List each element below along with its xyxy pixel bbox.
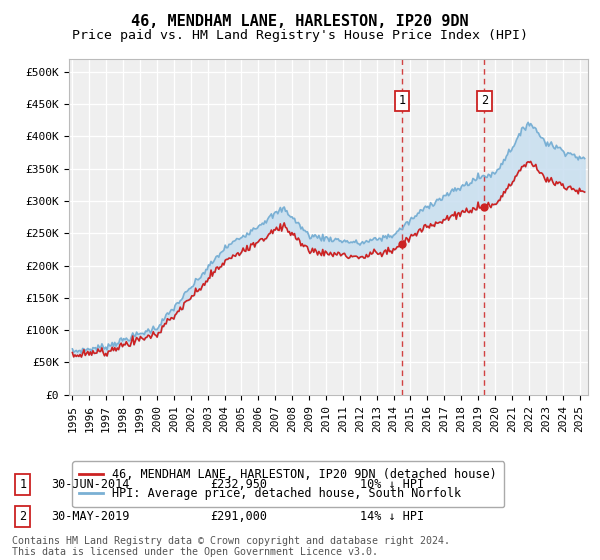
Text: 2: 2: [481, 94, 488, 108]
Text: Contains HM Land Registry data © Crown copyright and database right 2024.
This d: Contains HM Land Registry data © Crown c…: [12, 535, 450, 557]
Text: 10% ↓ HPI: 10% ↓ HPI: [360, 478, 424, 491]
Text: £291,000: £291,000: [210, 510, 267, 523]
Text: 14% ↓ HPI: 14% ↓ HPI: [360, 510, 424, 523]
Text: 46, MENDHAM LANE, HARLESTON, IP20 9DN: 46, MENDHAM LANE, HARLESTON, IP20 9DN: [131, 14, 469, 29]
Text: Price paid vs. HM Land Registry's House Price Index (HPI): Price paid vs. HM Land Registry's House …: [72, 29, 528, 42]
Text: 2: 2: [19, 510, 26, 523]
Text: £232,950: £232,950: [210, 478, 267, 491]
Text: 30-MAY-2019: 30-MAY-2019: [51, 510, 130, 523]
Text: 1: 1: [19, 478, 26, 491]
Text: 1: 1: [398, 94, 406, 108]
Legend: 46, MENDHAM LANE, HARLESTON, IP20 9DN (detached house), HPI: Average price, deta: 46, MENDHAM LANE, HARLESTON, IP20 9DN (d…: [73, 461, 504, 507]
Text: 30-JUN-2014: 30-JUN-2014: [51, 478, 130, 491]
